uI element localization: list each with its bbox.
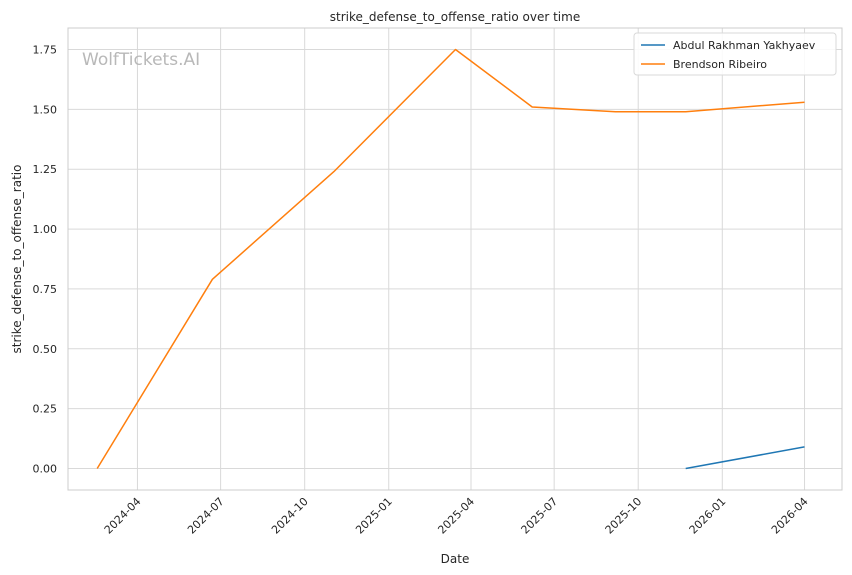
series-line-brendson-ribeiro bbox=[96, 48, 805, 469]
series-lines bbox=[96, 48, 805, 470]
y-tick-label: 1.00 bbox=[33, 223, 58, 236]
x-axis-title: Date bbox=[441, 552, 470, 566]
grid-lines bbox=[68, 28, 842, 490]
legend: Abdul Rakhman Yakhyaev Brendson Ribeiro bbox=[633, 32, 837, 76]
y-tick-label: 0.25 bbox=[33, 403, 58, 416]
chart-title: strike_defense_to_offense_ratio over tim… bbox=[330, 10, 580, 24]
y-tick-label: 1.75 bbox=[33, 44, 58, 57]
legend-label-abdul-rakhman-yakhyaev: Abdul Rakhman Yakhyaev bbox=[673, 39, 816, 52]
legend-box bbox=[633, 32, 837, 76]
y-tick-label: 0.75 bbox=[33, 283, 58, 296]
series-line-abdul-rakhman-yakhyaev bbox=[685, 446, 805, 470]
y-tick-label: 0.00 bbox=[33, 462, 58, 475]
plot-area-frame bbox=[67, 27, 843, 491]
legend-label-brendson-ribeiro: Brendson Ribeiro bbox=[673, 58, 767, 71]
y-axis-title: strike_defense_to_offense_ratio bbox=[10, 165, 24, 354]
y-tick-label: 1.25 bbox=[33, 163, 58, 176]
y-axis-ticks: 0.00 0.25 0.50 0.75 1.00 1.25 1.50 1.75 bbox=[33, 44, 58, 476]
watermark-text: WolfTickets.AI bbox=[82, 50, 200, 70]
y-tick-label: 0.50 bbox=[33, 343, 58, 356]
y-tick-label: 1.50 bbox=[33, 103, 58, 116]
